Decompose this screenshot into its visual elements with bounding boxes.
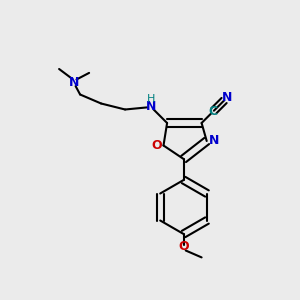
Text: N: N: [69, 76, 79, 89]
Text: H: H: [146, 94, 155, 104]
Text: N: N: [222, 91, 232, 104]
Text: O: O: [152, 139, 162, 152]
Text: N: N: [146, 100, 156, 113]
Text: O: O: [178, 240, 189, 254]
Text: N: N: [209, 134, 219, 148]
Text: C: C: [208, 105, 217, 118]
